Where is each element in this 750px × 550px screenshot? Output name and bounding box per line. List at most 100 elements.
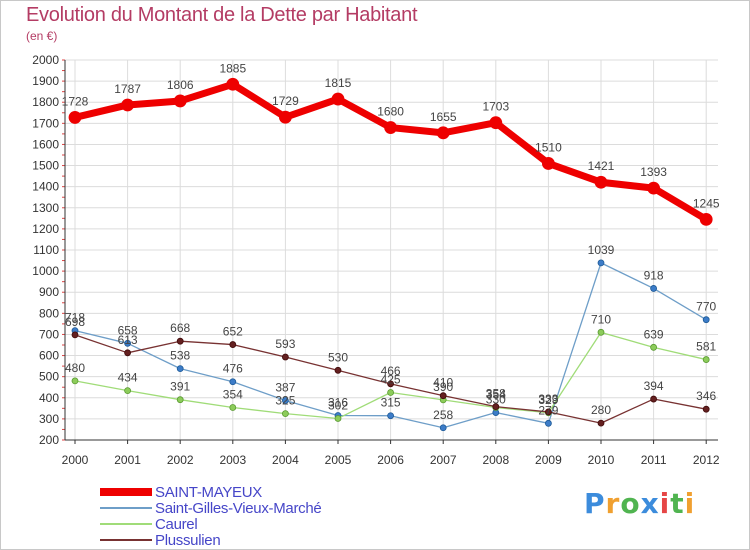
legend-item-saint-mayeux: SAINT-MAYEUX	[100, 483, 400, 501]
chart-title: Evolution du Montant de la Dette par Hab…	[26, 4, 418, 26]
legend-item-plussulien: Plussulien	[100, 531, 400, 549]
data-label-caurel: 480	[65, 361, 85, 375]
legend: SAINT-MAYEUX Saint-Gilles-Vieux-Marché Cau…	[100, 483, 400, 549]
data-label-saint-gilles-vieux-march: 718	[65, 311, 85, 325]
data-label-plussulien: 394	[644, 379, 664, 393]
data-point-saint-gilles-vieux-march	[229, 378, 237, 386]
data-point-saint-gilles-vieux-march	[597, 259, 605, 267]
data-label-saint-gilles-vieux-march: 918	[644, 268, 664, 282]
legend-label: Caurel	[155, 515, 198, 533]
data-point-saint-mayeux	[331, 92, 345, 106]
data-label-saint-mayeux: 1393	[640, 165, 667, 179]
legend-swatch	[100, 523, 152, 525]
legend-item-caurel: Caurel	[100, 515, 400, 533]
data-label-caurel: 425	[381, 373, 401, 387]
x-tick-label: 2003	[219, 453, 246, 467]
data-label-caurel: 325	[275, 394, 295, 408]
legend-label: Plussulien	[155, 531, 221, 549]
data-point-caurel	[597, 328, 605, 336]
y-tick-label: 1200	[32, 222, 59, 236]
y-tick-label: 1400	[32, 180, 59, 194]
x-tick-label: 2001	[114, 453, 141, 467]
x-tick-label: 2005	[325, 453, 352, 467]
y-tick-label: 1000	[32, 264, 59, 278]
legend-swatch	[100, 507, 152, 509]
data-label-caurel: 354	[486, 387, 506, 401]
data-point-saint-gilles-vieux-march	[702, 316, 710, 324]
data-point-plussulien	[124, 349, 131, 357]
data-label-caurel: 391	[170, 380, 190, 394]
data-label-saint-mayeux: 1245	[693, 196, 720, 210]
data-label-caurel: 581	[696, 340, 716, 354]
data-label-saint-gilles-vieux-march: 770	[696, 300, 716, 314]
x-tick-label: 2000	[62, 453, 89, 467]
x-tick-label: 2008	[482, 453, 509, 467]
x-tick-label: 2011	[641, 453, 667, 467]
x-tick-label: 2009	[535, 453, 562, 467]
y-tick-label: 2000	[32, 53, 59, 67]
data-label-plussulien: 652	[223, 325, 243, 339]
data-label-plussulien: 593	[275, 337, 295, 351]
data-label-caurel: 354	[223, 387, 243, 401]
x-tick-label: 2002	[167, 453, 194, 467]
data-labels: 1728 1787 1806 1885 1729 1815 1680 1655 1703 1510…	[62, 61, 720, 421]
data-label-saint-mayeux: 1806	[167, 78, 194, 92]
y-tick-label: 1500	[32, 159, 59, 173]
data-point-plussulien	[650, 395, 657, 403]
y-tick-label: 1600	[32, 137, 59, 151]
data-label-saint-mayeux: 1510	[535, 140, 562, 154]
logo-letter: t	[670, 487, 685, 520]
data-point-caurel	[650, 343, 657, 351]
data-point-caurel	[334, 415, 342, 422]
data-label-caurel: 710	[591, 312, 611, 326]
data-point-plussulien	[439, 392, 447, 400]
data-label-saint-gilles-vieux-march: 658	[118, 323, 138, 337]
data-point-caurel	[387, 389, 395, 396]
legend-swatch	[100, 488, 152, 496]
y-tick-label: 1100	[33, 243, 59, 257]
data-point-saint-gilles-vieux-march	[650, 285, 657, 292]
data-point-saint-mayeux	[594, 175, 608, 189]
legend-label: SAINT-MAYEUX	[155, 483, 262, 501]
data-label-plussulien: 530	[328, 350, 348, 364]
data-point-saint-mayeux	[436, 126, 450, 140]
data-point-plussulien	[281, 353, 289, 361]
data-label-saint-mayeux: 1703	[482, 100, 509, 114]
data-label-plussulien: 346	[696, 389, 716, 403]
data-point-plussulien	[387, 380, 395, 388]
data-label-saint-mayeux: 1729	[272, 94, 299, 108]
chart-subtitle: (en €)	[26, 29, 58, 43]
data-point-caurel	[229, 404, 237, 411]
data-point-saint-mayeux	[173, 94, 187, 108]
legend-item-saint-gilles-vieux-march: Saint-Gilles-Vieux-Marché	[100, 499, 400, 517]
data-label-plussulien: 668	[170, 321, 190, 335]
data-label-plussulien: 358	[486, 387, 506, 401]
logo-letter: i	[659, 487, 671, 520]
data-point-saint-gilles-vieux-march	[281, 397, 289, 404]
data-label-saint-mayeux: 1421	[588, 159, 615, 173]
proxiti-logo: Proxiti	[584, 487, 695, 520]
y-tick-label: 600	[39, 349, 59, 363]
axes: 200 300 400 500 600 700 800 900 1000 1100 1200 1300…	[32, 53, 720, 467]
data-label-plussulien: 333	[538, 392, 558, 406]
y-tick-label: 500	[39, 370, 59, 384]
x-tick-label: 2012	[693, 453, 720, 467]
data-label-saint-mayeux: 1815	[325, 76, 352, 90]
data-point-saint-mayeux	[278, 110, 292, 124]
data-label-saint-gilles-vieux-march: 258	[433, 408, 453, 422]
y-tick-label: 700	[39, 327, 59, 341]
data-point-plussulien	[492, 403, 500, 411]
data-point-saint-gilles-vieux-march	[176, 365, 184, 373]
series-lines	[68, 77, 713, 432]
data-point-saint-gilles-vieux-march	[124, 339, 131, 347]
legend-label: Saint-Gilles-Vieux-Marché	[155, 499, 322, 517]
data-label-saint-gilles-vieux-march: 279	[538, 403, 558, 417]
x-tick-label: 2004	[272, 453, 299, 467]
data-label-plussulien: 698	[65, 315, 85, 329]
data-label-saint-gilles-vieux-march: 1039	[588, 243, 615, 257]
data-point-saint-mayeux	[699, 212, 713, 226]
data-point-plussulien	[71, 331, 79, 339]
data-point-saint-mayeux	[68, 111, 82, 124]
data-label-plussulien: 466	[381, 364, 401, 378]
data-point-saint-mayeux	[384, 121, 398, 134]
